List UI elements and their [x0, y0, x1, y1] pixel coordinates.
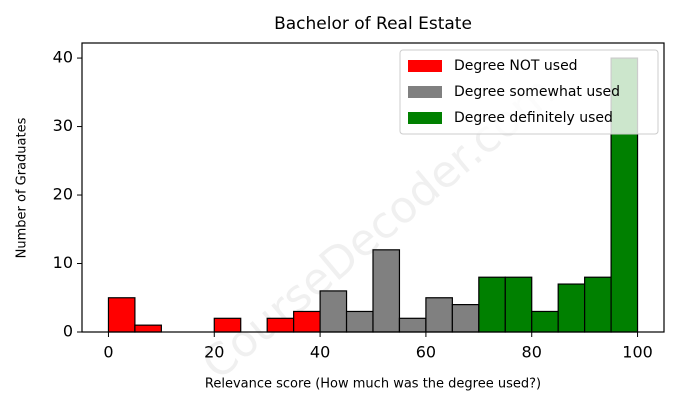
y-tick-label: 30	[53, 116, 73, 135]
x-tick-label: 80	[522, 343, 542, 362]
bar	[584, 276, 612, 333]
x-tick-label: 20	[204, 343, 224, 362]
bar	[531, 310, 559, 333]
bar	[478, 276, 506, 333]
bar	[504, 276, 533, 333]
legend-label: Degree definitely used	[454, 110, 613, 126]
bar	[293, 310, 321, 333]
legend-label: Degree NOT used	[454, 58, 578, 74]
bar	[134, 324, 162, 333]
legend-box	[399, 49, 659, 135]
y-tick-label: 20	[53, 185, 73, 204]
bar	[372, 249, 401, 333]
bar	[213, 317, 242, 333]
y-tick-label: 40	[53, 48, 73, 67]
bar	[266, 317, 295, 333]
legend-swatch	[408, 60, 442, 72]
bar	[107, 297, 136, 333]
bar	[425, 297, 453, 333]
chart-title: Bachelor of Real Estate	[274, 14, 472, 34]
bar	[451, 304, 480, 333]
x-tick-label: 60	[416, 343, 436, 362]
y-axis-label: Number of Graduates	[15, 117, 30, 258]
legend-swatch	[408, 86, 442, 98]
bar	[319, 290, 348, 333]
x-tick-label: 100	[622, 343, 653, 362]
bar	[557, 283, 586, 333]
plot-frame	[81, 42, 665, 333]
x-axis-label: Relevance score (How much was the degree…	[205, 377, 541, 392]
legend-label: Degree somewhat used	[454, 84, 620, 100]
y-tick-label: 10	[53, 253, 73, 272]
bar	[398, 317, 427, 333]
legend-swatch	[408, 112, 442, 124]
x-tick-label: 0	[103, 343, 113, 362]
y-tick-label: 0	[63, 322, 73, 341]
x-tick-label: 40	[310, 343, 330, 362]
bar	[345, 310, 374, 333]
